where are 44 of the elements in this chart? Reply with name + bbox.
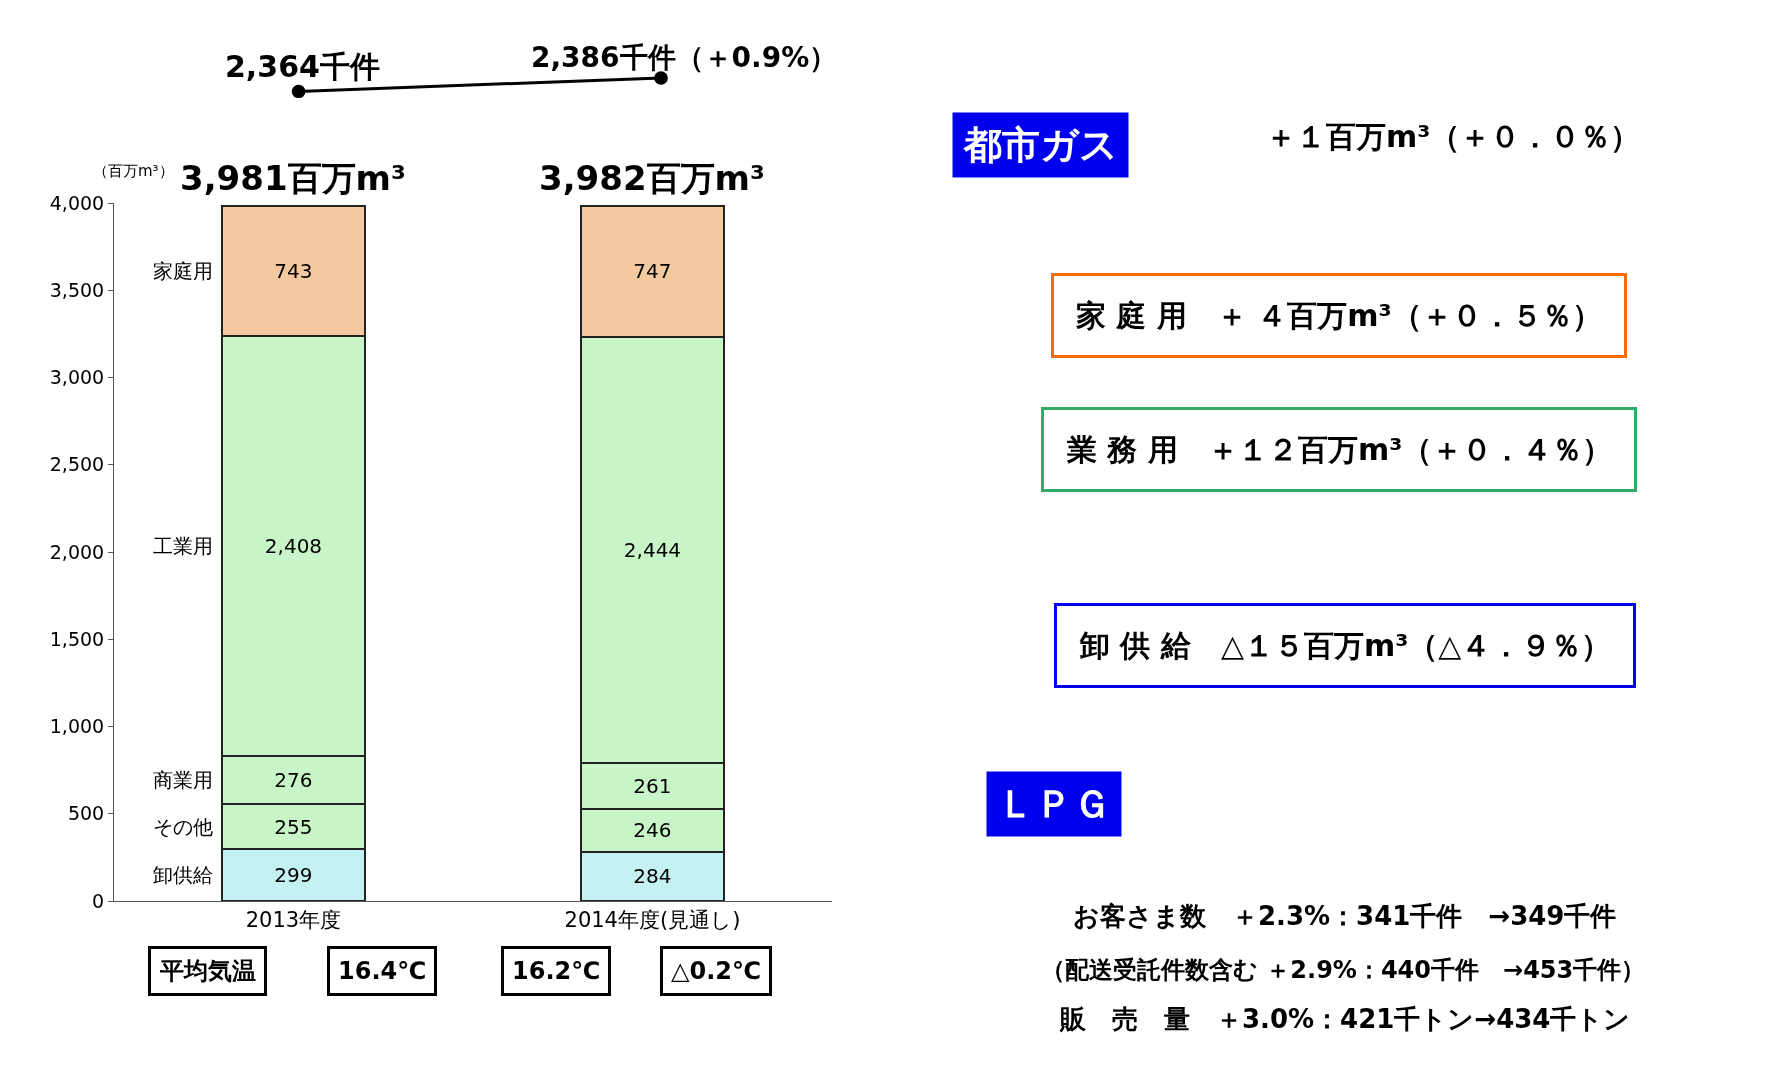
y-tick-label: 2,000 <box>49 540 105 563</box>
text: △0.2℃ <box>671 957 762 985</box>
total-label: 3,982百万m³ <box>539 158 765 198</box>
y-tick-label: 2,500 <box>49 453 105 476</box>
series-label: 家庭用 <box>153 259 213 283</box>
series-label: その他 <box>153 815 213 839</box>
text: （配送受託件数含む ＋2.9%：440千件 →453千件） <box>1041 956 1646 984</box>
data-label: 2,408 <box>264 534 323 559</box>
data-label: 284 <box>633 864 672 889</box>
y-tick-label: 3,500 <box>49 278 105 301</box>
text: 16.2℃ <box>512 957 601 985</box>
data-label: 276 <box>274 768 313 793</box>
text: 都市ガス <box>963 123 1118 167</box>
series-label: 工業用 <box>153 534 213 558</box>
y-tick-label: 3,000 <box>49 366 105 389</box>
data-label: 2,444 <box>623 537 682 562</box>
data-label: 246 <box>633 818 672 843</box>
text: 平均気温 <box>159 957 256 985</box>
data-label: 747 <box>633 259 672 284</box>
y-tick-label: 4,000 <box>49 191 105 214</box>
data-label: 255 <box>274 814 313 839</box>
y-axis-title: （百万m³） <box>93 162 174 180</box>
text: 家 庭 用 ＋ ４百万m³（＋０．５％） <box>1076 298 1602 333</box>
data-label: 743 <box>274 259 313 284</box>
text: 卸 供 給 △１５百万m³（△４．９％） <box>1079 628 1612 663</box>
text: 2,364千件 <box>225 49 380 84</box>
data-label: 261 <box>633 773 672 798</box>
text: 2,386千件（＋0.9%） <box>531 41 838 74</box>
series-label: 卸供給 <box>153 863 213 887</box>
text: 業 務 用 ＋１２百万m³（＋０．４％） <box>1066 432 1613 467</box>
text: ＬＰＧ <box>997 782 1111 826</box>
text: ＋１百万m³（＋０．０％） <box>1266 119 1641 154</box>
x-tick-label: 2014年度(見通し) <box>564 908 741 933</box>
text: 販 売 量 ＋3.0%：421千トン→434千トン <box>1059 1004 1631 1034</box>
y-tick-label: 0 <box>92 889 105 912</box>
x-tick-label: 2013年度 <box>245 908 342 933</box>
y-tick-label: 1,000 <box>49 715 105 738</box>
y-tick-label: 1,500 <box>49 627 105 650</box>
data-label: 299 <box>274 862 313 887</box>
total-label: 3,981百万m³ <box>180 158 406 198</box>
text: 16.4℃ <box>338 957 427 985</box>
series-label: 商業用 <box>153 768 213 792</box>
text: お客さま数 ＋2.3%：341千件 →349千件 <box>1073 901 1617 931</box>
y-tick-label: 500 <box>67 802 105 825</box>
